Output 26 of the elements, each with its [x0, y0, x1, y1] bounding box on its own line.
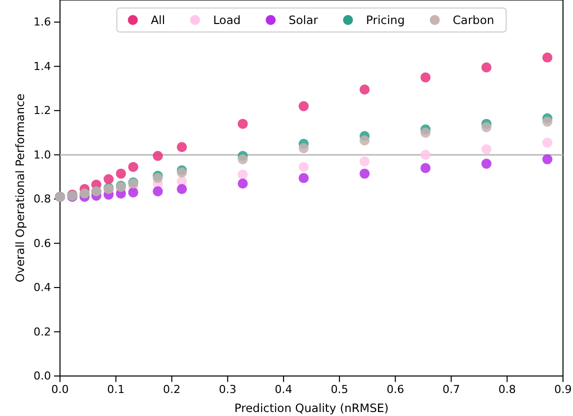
y-tick-label: 1.0 — [34, 148, 51, 162]
y-tick-label: 1.6 — [34, 16, 51, 29]
y-tick-label: 1.2 — [34, 104, 51, 118]
x-tick-label: 0.6 — [386, 382, 404, 396]
legend-label: All — [150, 13, 166, 27]
x-tick-label: 0.7 — [442, 382, 460, 396]
x-tick-label: 0.2 — [163, 382, 181, 396]
x-tick-label: 0.3 — [218, 382, 236, 396]
legend-label: Pricing — [366, 13, 405, 27]
x-tick-label: 0.0 — [51, 382, 69, 396]
x-tick-label: 0.1 — [107, 382, 125, 396]
y-tick-label: 0.6 — [34, 236, 51, 250]
x-tick-label: 0.8 — [498, 382, 516, 396]
y-axis-title: Overall Operational Performance — [13, 94, 27, 282]
x-tick-label: 0.9 — [554, 382, 572, 396]
x-tick-label: 0.4 — [274, 382, 292, 396]
y-tick-label: 0.4 — [34, 281, 51, 294]
legend-label: Carbon — [452, 13, 494, 27]
y-tick-label: 0.0 — [34, 370, 51, 383]
legend-label: Solar — [288, 13, 318, 27]
x-axis-title: Prediction Quality (nRMSE) — [234, 401, 389, 415]
y-tick-label: 0.8 — [34, 192, 51, 206]
y-tick-label: 0.2 — [34, 325, 51, 338]
y-tick-label: 1.4 — [34, 60, 51, 73]
legend-label: Load — [213, 13, 241, 27]
x-tick-label: 0.5 — [330, 382, 348, 396]
